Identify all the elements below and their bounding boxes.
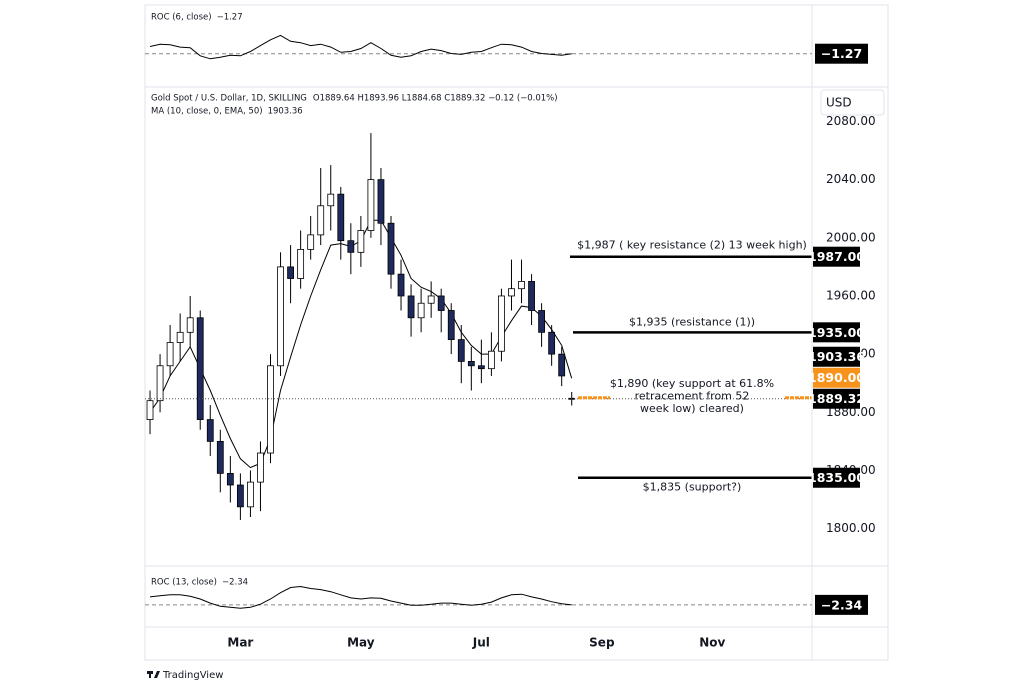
- candle-body: [498, 295, 505, 352]
- indicator-line: [149, 585, 572, 609]
- price-tag-label: 1890.00: [808, 370, 865, 385]
- ma-name: MA (10, close, 0, EMA, 50): [151, 107, 263, 117]
- indicator-value: −1.27: [217, 13, 243, 23]
- y-tick-label: 1960.00: [826, 288, 876, 302]
- price-tag: [813, 246, 860, 267]
- candle-body: [347, 240, 355, 253]
- ma-value: 1903.36: [268, 107, 303, 117]
- price-tag: [813, 322, 860, 343]
- series-name: Gold Spot / U.S. Dollar, 1D, SKILLING: [151, 94, 307, 104]
- price-tag-label: 1935.00: [808, 325, 865, 340]
- level-note: $1,835 (support?): [643, 481, 742, 494]
- candle-body: [508, 288, 515, 297]
- candle-body: [226, 472, 234, 486]
- price-tag: [813, 467, 860, 488]
- candle-body: [267, 365, 274, 454]
- candle-body: [528, 281, 535, 311]
- indicator-name: ROC (6, close): [151, 13, 212, 23]
- level-note: retracement from 52: [635, 389, 750, 402]
- candle-body: [538, 310, 546, 333]
- candle-body: [277, 266, 284, 367]
- indicator-tag: [815, 594, 868, 615]
- y-tick-label: 2000.00: [826, 230, 876, 244]
- candle-body: [236, 484, 244, 508]
- indicator-name: ROC (13, close): [151, 578, 217, 588]
- currency-label: USD: [826, 96, 852, 110]
- candle-body: [548, 331, 556, 355]
- candle-body: [558, 353, 566, 377]
- brand-logo: [147, 671, 160, 678]
- candle-body: [387, 222, 395, 275]
- candle-body: [327, 193, 335, 207]
- price-tag-label: 1889.32: [808, 391, 865, 406]
- candle-body: [487, 350, 495, 370]
- x-tick-label: Mar: [227, 636, 253, 650]
- candle-body: [377, 179, 385, 224]
- price-tag-label: 1987.00: [808, 249, 865, 264]
- candle-body: [337, 193, 345, 242]
- ohlc-values: O1889.64 H1893.96 L1884.68 C1889.32 −0.1…: [313, 94, 558, 104]
- price-tag: [813, 367, 860, 388]
- candle-body: [397, 273, 405, 297]
- price-tag-label: 1835.00: [808, 470, 865, 485]
- x-tick-label: Nov: [699, 636, 725, 650]
- level-note: $1,987 ( key resistance (2) 13 week high…: [577, 239, 807, 252]
- candle-body: [156, 365, 164, 402]
- candle-body: [357, 230, 365, 253]
- indicator-tag-label: −2.34: [821, 597, 863, 612]
- candle-body: [407, 295, 415, 319]
- candle-body: [186, 317, 194, 333]
- candle-body: [247, 481, 254, 508]
- candle-body: [518, 281, 525, 290]
- indicator-value: −2.34: [222, 578, 248, 588]
- candle-body: [297, 249, 305, 279]
- candle-body: [467, 361, 475, 367]
- price-tag: [813, 388, 860, 409]
- level-note: $1,935 (resistance (1)): [629, 315, 755, 328]
- brand-name: TradingView: [162, 670, 223, 681]
- candle-body: [367, 179, 375, 231]
- candle-body: [427, 295, 435, 304]
- x-tick-label: May: [347, 636, 375, 650]
- level-note: week low) cleared): [640, 402, 744, 415]
- candle-body: [307, 234, 315, 250]
- candle-body: [216, 440, 224, 474]
- candle-body: [287, 266, 294, 279]
- candle-body: [417, 302, 425, 319]
- candle-body: [477, 365, 485, 370]
- x-tick-label: Jul: [472, 636, 490, 650]
- indicator-line: [149, 34, 572, 60]
- y-tick-label: 1800.00: [826, 521, 876, 535]
- candle-body: [437, 295, 445, 311]
- candle-body: [257, 452, 264, 483]
- level-note: $1,890 (key support at 61.8%: [610, 377, 774, 390]
- x-tick-label: Sep: [589, 636, 615, 650]
- candle-body: [176, 331, 184, 343]
- candle-body: [196, 317, 204, 420]
- price-tag: [813, 346, 860, 367]
- candle-body: [166, 342, 174, 367]
- y-tick-label: 2080.00: [826, 114, 876, 128]
- candle-body: [447, 310, 455, 340]
- currency-button[interactable]: [820, 89, 885, 116]
- candle-body: [206, 419, 214, 442]
- indicator-tag-label: −1.27: [821, 46, 862, 61]
- indicator-tag: [815, 43, 868, 64]
- candle-body: [317, 205, 325, 236]
- candle-body: [146, 400, 154, 420]
- y-tick-label: 2040.00: [826, 172, 876, 186]
- price-tag-label: 1903.36: [808, 349, 865, 364]
- candle-body: [457, 339, 465, 362]
